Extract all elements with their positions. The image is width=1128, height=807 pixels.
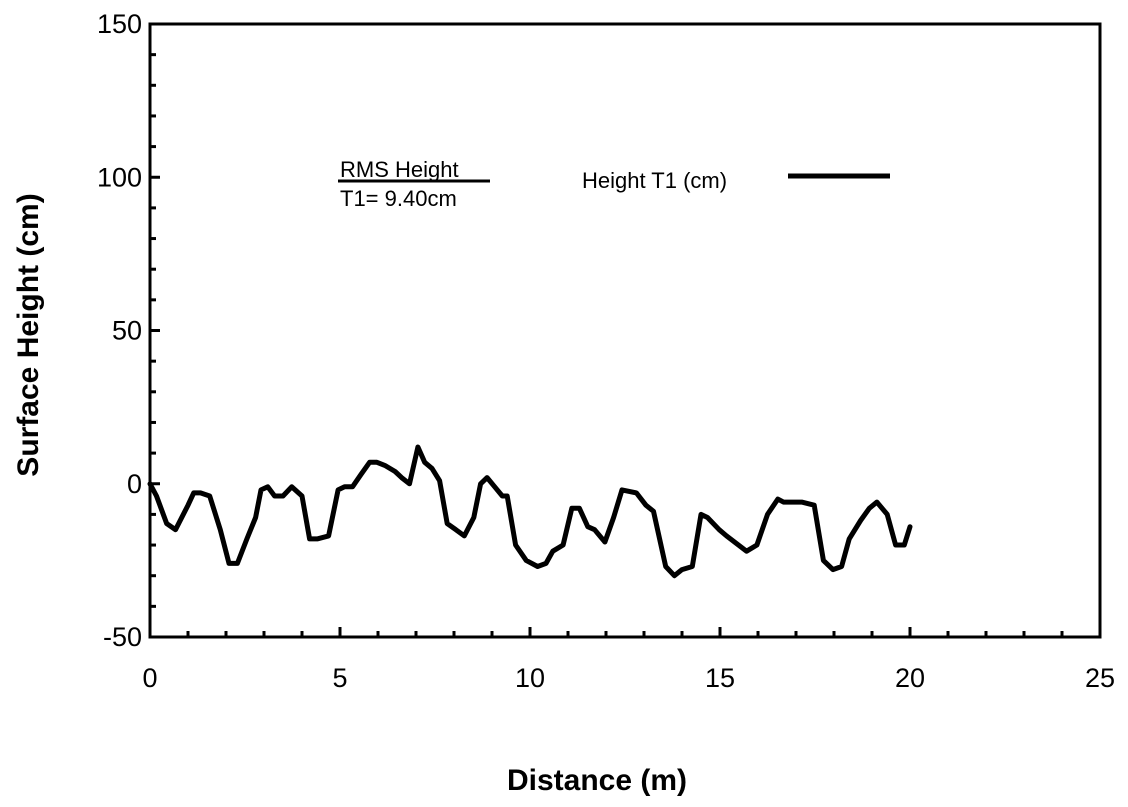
x-tick-label: 15 <box>705 663 735 693</box>
x-tick-label: 0 <box>142 663 157 693</box>
rms-heading: RMS Height <box>340 157 459 182</box>
plot-frame <box>148 22 1102 639</box>
x-tick-label: 20 <box>895 663 925 693</box>
legend-label: Height T1 (cm) <box>582 168 727 193</box>
y-tick-label: 150 <box>97 9 142 39</box>
y-tick-label: -50 <box>103 622 142 652</box>
series-line-height-t1 <box>147 444 913 579</box>
x-tick-label: 10 <box>515 663 545 693</box>
x-axis-title: Distance (m) <box>507 764 687 797</box>
rms-annotation: RMS Height T1= 9.40cm <box>338 157 490 211</box>
y-tick-label: 50 <box>112 316 142 346</box>
x-tick-label: 25 <box>1085 663 1115 693</box>
axis-ticks <box>148 22 1102 639</box>
y-tick-label: 0 <box>127 469 142 499</box>
x-tick-label: 5 <box>332 663 347 693</box>
y-tick-label: 100 <box>97 162 142 192</box>
y-axis-title: Surface Height (cm) <box>12 193 45 476</box>
rms-value: T1= 9.40cm <box>340 186 457 211</box>
legend: Height T1 (cm) <box>582 168 890 193</box>
